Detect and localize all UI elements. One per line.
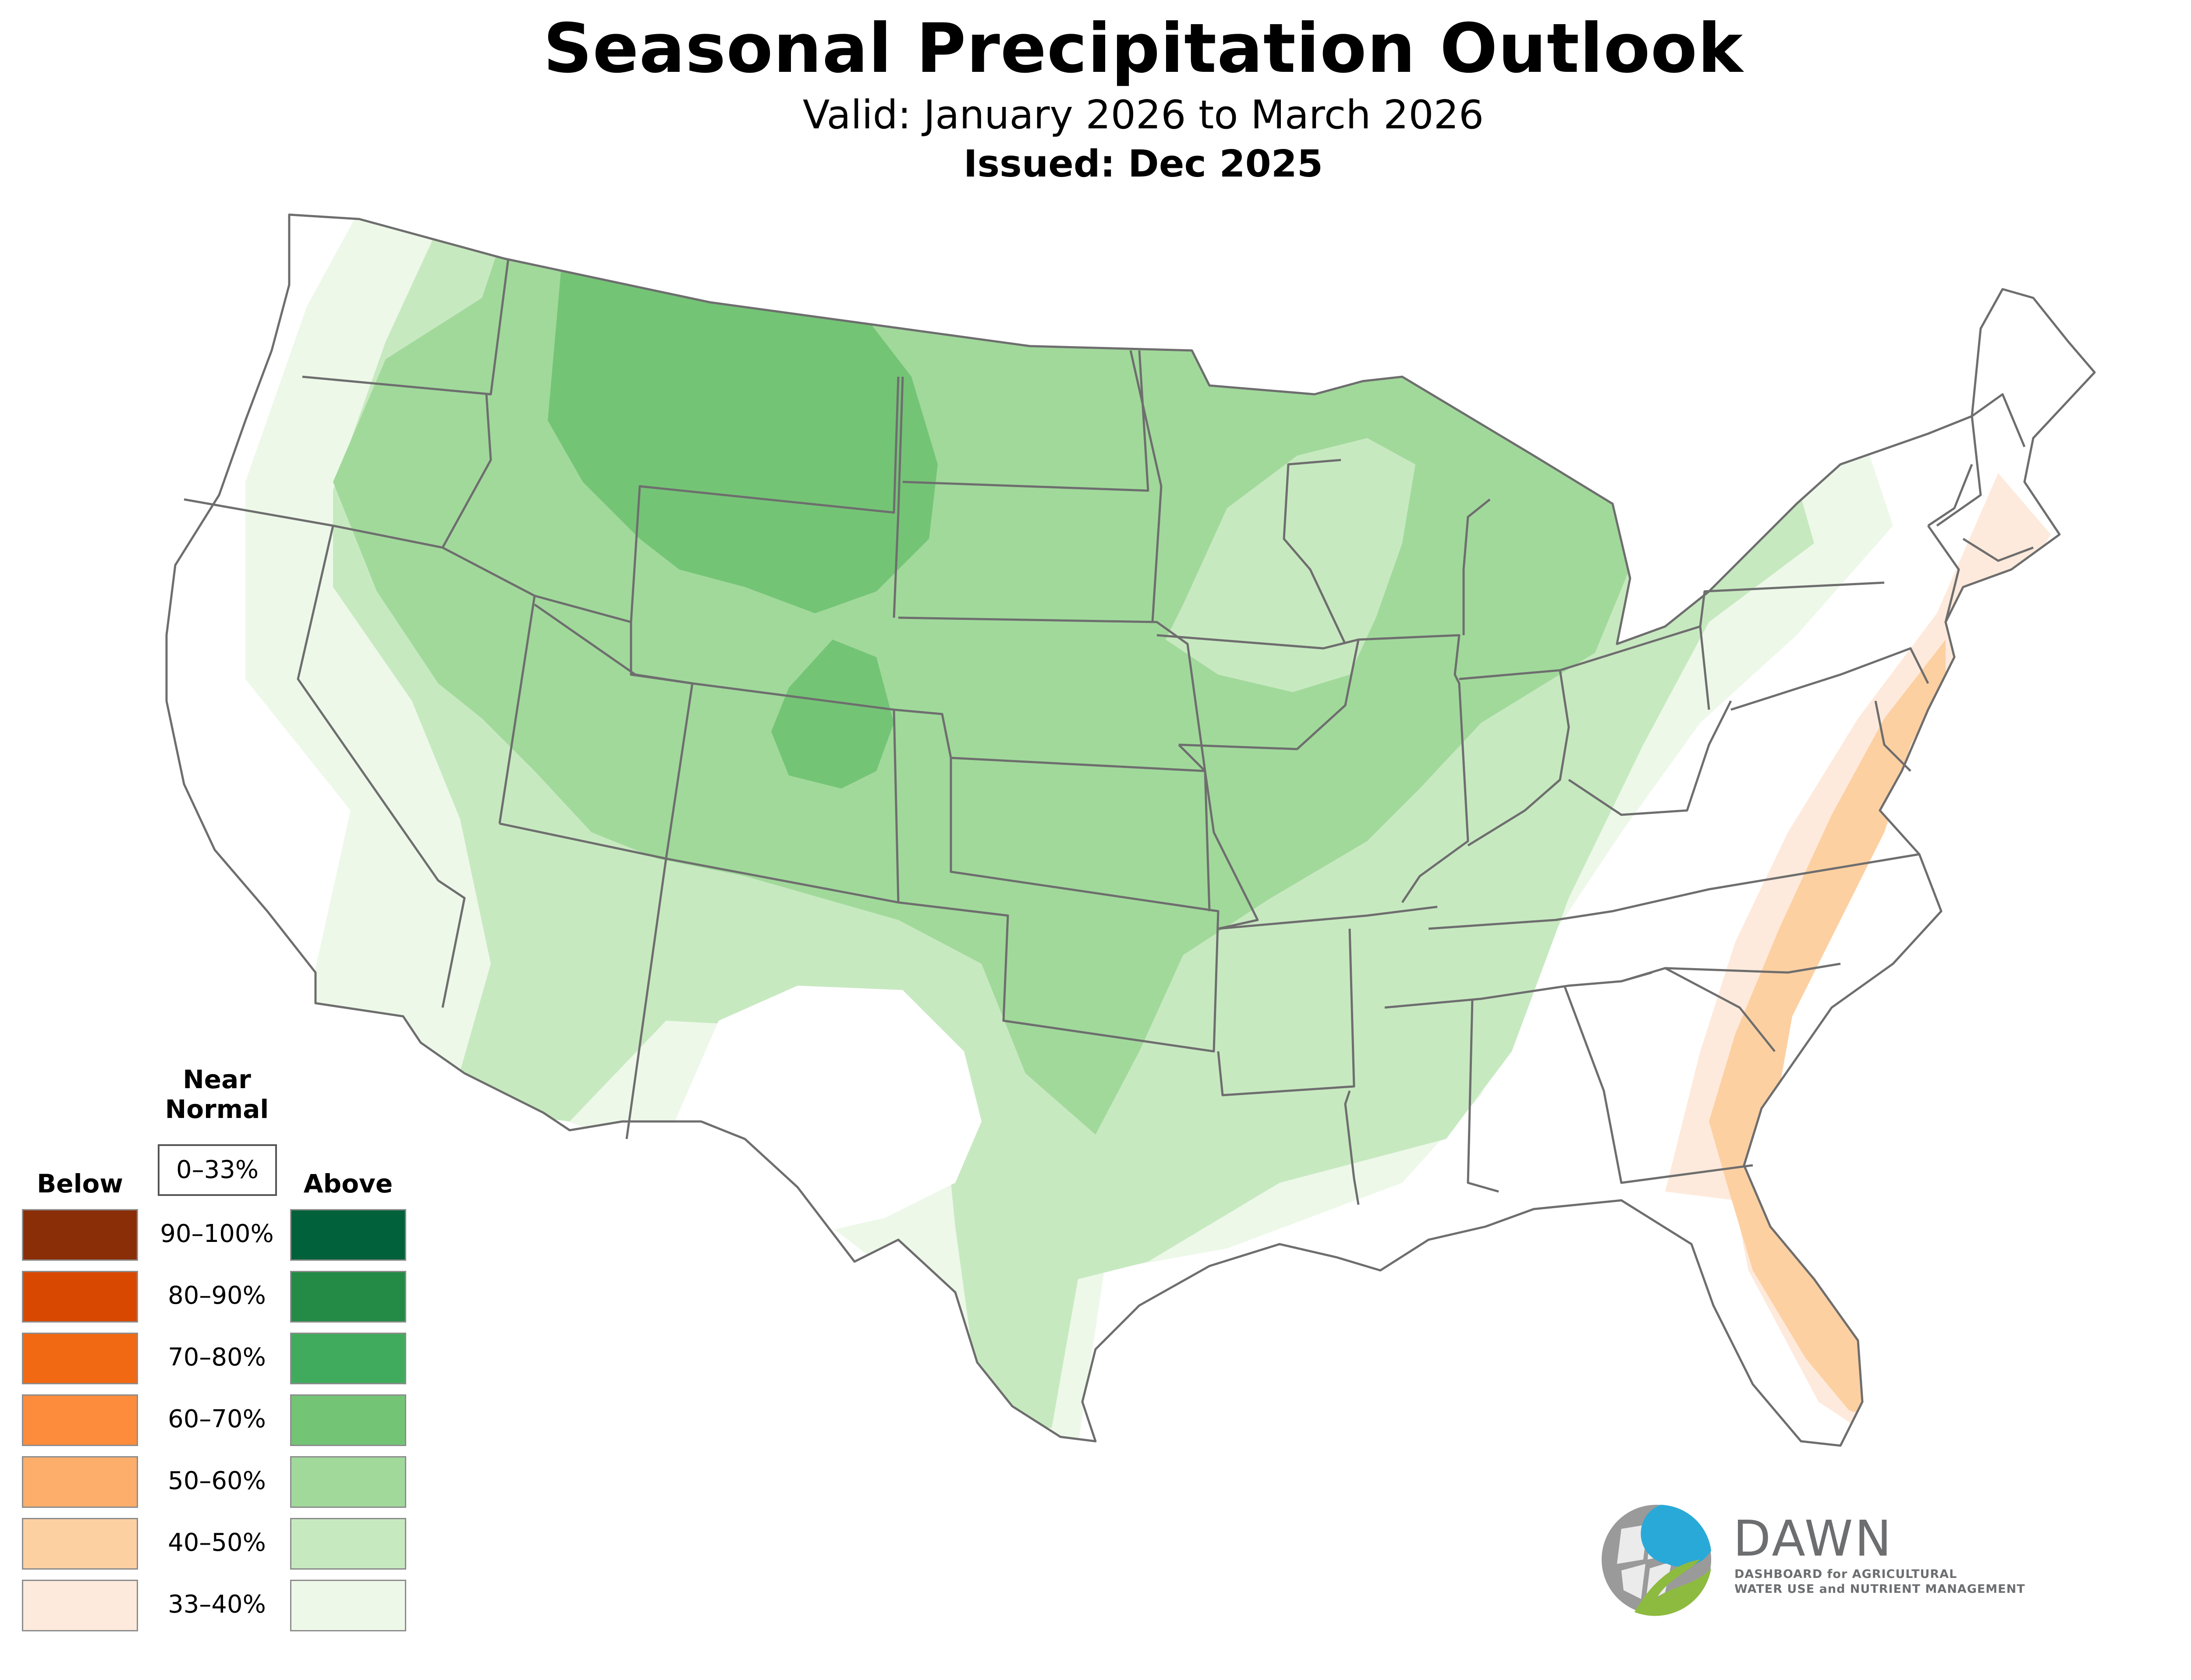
legend-above-swatch xyxy=(290,1394,406,1446)
legend-below-swatch xyxy=(22,1333,138,1384)
logo-water-drop xyxy=(1641,1505,1711,1567)
legend-above-swatch xyxy=(290,1333,406,1384)
legend-below-swatch xyxy=(22,1394,138,1446)
legend-below-swatch xyxy=(22,1209,138,1261)
legend-range-label: 40–50% xyxy=(168,1528,266,1557)
map-title: Seasonal Precipitation Outlook xyxy=(543,9,1744,88)
legend-below-swatch xyxy=(22,1271,138,1323)
legend-range-label: 33–40% xyxy=(168,1590,266,1619)
logo-tagline-2: WATER USE and NUTRIENT MANAGEMENT xyxy=(1734,1582,2025,1596)
state-borders xyxy=(167,215,2095,1446)
legend-range-label: 70–80% xyxy=(168,1343,266,1372)
legend-below-swatch xyxy=(22,1456,138,1508)
legend-range-label: 60–70% xyxy=(168,1405,266,1433)
legend-below-swatch xyxy=(22,1518,138,1570)
logo-tagline-1: DASHBOARD for AGRICULTURAL xyxy=(1734,1567,1957,1581)
legend-range-label: 80–90% xyxy=(168,1281,266,1310)
legend-range-label: 90–100% xyxy=(160,1220,274,1248)
issued-date: Issued: Dec 2025 xyxy=(963,142,1323,186)
legend-near-normal-title: Near Normal xyxy=(165,1065,269,1124)
legend-above-swatch xyxy=(290,1456,406,1508)
legend-above-title: Above xyxy=(303,1169,393,1199)
legend-above-swatch xyxy=(290,1580,406,1631)
dawn-logo xyxy=(1602,1505,1711,1616)
valid-period: Valid: January 2026 to March 2026 xyxy=(802,92,1484,138)
legend-above-swatch xyxy=(290,1271,406,1323)
legend-near-normal-range: 0–33% xyxy=(158,1144,277,1196)
legend-above-swatch xyxy=(290,1209,406,1261)
logo-leaf xyxy=(1634,1560,1711,1616)
legend-above-swatch xyxy=(290,1518,406,1570)
legend-below-swatch xyxy=(22,1580,138,1631)
legend-range-label: 50–60% xyxy=(168,1467,266,1495)
logo-name: DAWN xyxy=(1733,1510,1893,1567)
legend-below-title: Below xyxy=(37,1169,123,1199)
